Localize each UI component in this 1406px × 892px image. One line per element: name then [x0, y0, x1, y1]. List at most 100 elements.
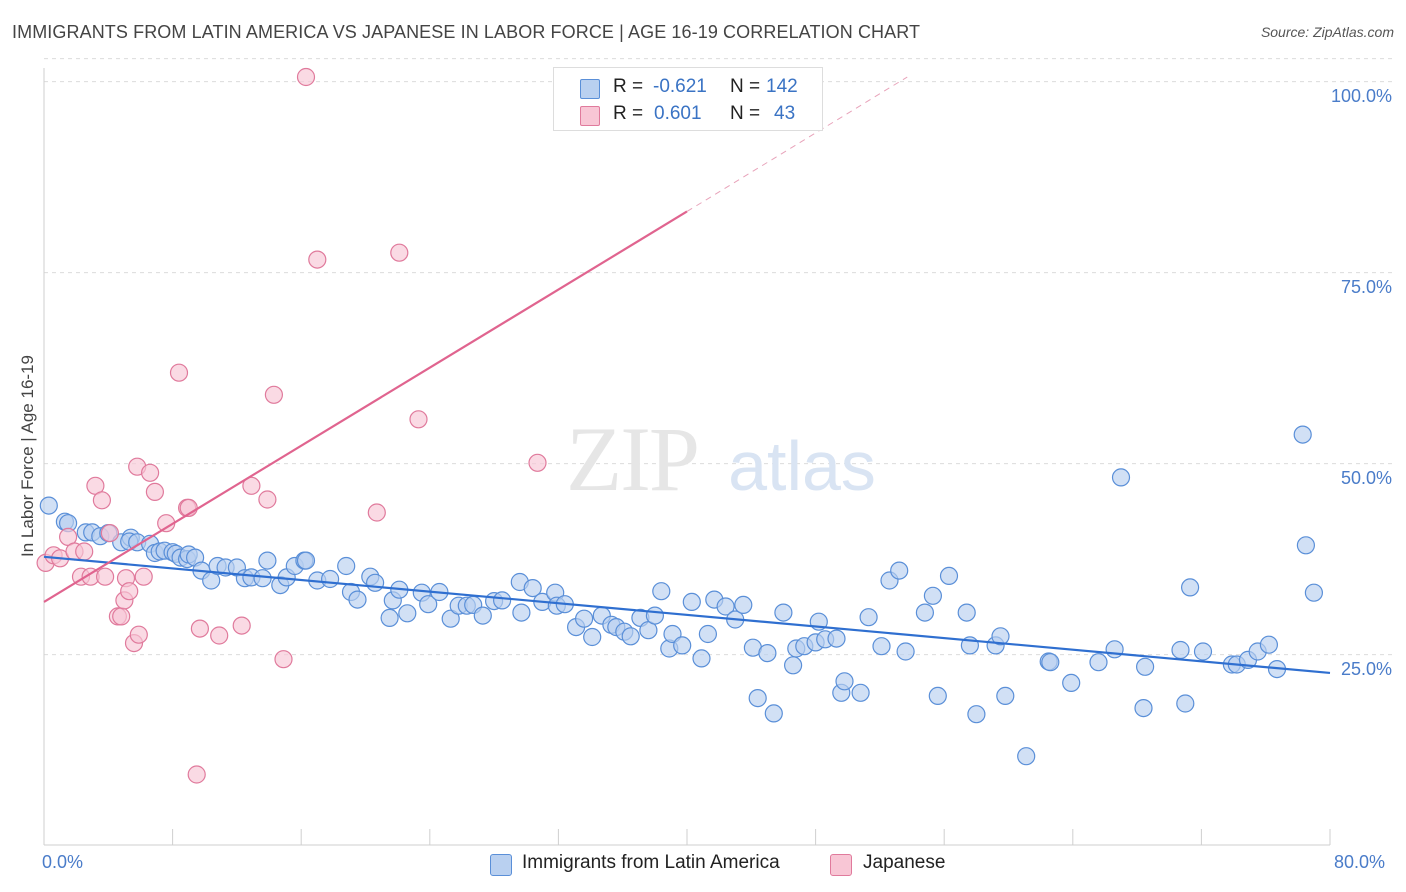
- data-point: [890, 561, 909, 580]
- y-tick-label: 100.0%: [1330, 86, 1392, 106]
- watermark-atlas: atlas: [728, 427, 876, 505]
- data-point: [190, 619, 209, 638]
- legend-n-value: 142: [766, 76, 798, 97]
- data-point: [473, 606, 492, 625]
- data-point: [366, 573, 385, 592]
- data-point: [145, 482, 164, 501]
- legend-swatch: [580, 106, 600, 126]
- data-point: [928, 686, 947, 706]
- legend-label: Immigrants from Latin America: [522, 852, 780, 873]
- source-label: Source: ZipAtlas.com: [1260, 24, 1394, 40]
- legend-label: Japanese: [863, 852, 946, 873]
- data-point: [896, 642, 915, 661]
- data-point: [991, 627, 1010, 646]
- data-point: [1089, 653, 1108, 672]
- data-point: [859, 608, 878, 627]
- data-point: [652, 582, 671, 601]
- data-point: [39, 496, 58, 515]
- data-point: [348, 590, 367, 609]
- data-point: [872, 637, 891, 656]
- data-point: [923, 586, 943, 605]
- data-point: [274, 650, 293, 669]
- watermark-zip: ZIP: [566, 408, 698, 510]
- legend-row-immigrants: R = -0.621 N = 142: [554, 73, 822, 101]
- data-point: [134, 567, 153, 586]
- series-japanese: [36, 67, 547, 784]
- data-point: [996, 686, 1015, 706]
- gridlines: [44, 58, 1392, 656]
- data-point: [112, 607, 131, 626]
- data-point: [232, 616, 251, 635]
- data-point: [253, 569, 272, 588]
- legend-r-label: R =: [613, 103, 644, 124]
- data-point: [441, 609, 460, 628]
- data-point: [95, 567, 115, 586]
- data-point: [1134, 698, 1153, 718]
- chart-title: IMMIGRANTS FROM LATIN AMERICA VS JAPANES…: [12, 22, 921, 42]
- trend-lines: [43, 76, 1331, 675]
- data-point: [939, 566, 959, 586]
- data-point: [645, 606, 665, 625]
- data-point: [1180, 578, 1200, 597]
- data-point: [308, 250, 327, 269]
- data-point: [774, 603, 793, 622]
- data-point: [100, 523, 120, 543]
- data-point: [419, 595, 438, 614]
- data-point: [493, 591, 512, 610]
- data-point: [957, 603, 976, 622]
- data-point: [390, 243, 409, 262]
- data-point: [242, 476, 261, 495]
- data-point: [1259, 635, 1279, 654]
- data-point: [758, 643, 777, 663]
- data-point: [1041, 653, 1060, 672]
- y-tick-label: 75.0%: [1340, 277, 1392, 297]
- data-point: [835, 672, 854, 691]
- data-point: [337, 556, 356, 576]
- data-point: [367, 503, 386, 522]
- data-point: [258, 551, 277, 570]
- data-point: [169, 363, 189, 382]
- data-point: [1304, 583, 1324, 602]
- data-point: [92, 491, 112, 510]
- data-point: [380, 608, 399, 628]
- data-point: [398, 604, 417, 623]
- y-tick-label: 50.0%: [1340, 468, 1392, 488]
- legend-r-value: -0.621: [653, 76, 707, 97]
- data-point: [716, 597, 735, 616]
- legend-swatch: [830, 854, 852, 876]
- data-point: [523, 578, 542, 598]
- data-point: [75, 542, 94, 561]
- data-point: [1296, 536, 1316, 555]
- data-point: [692, 649, 711, 668]
- watermark: ZIP atlas: [566, 408, 876, 510]
- data-point: [258, 490, 277, 509]
- data-point: [1111, 468, 1131, 487]
- data-point: [764, 704, 783, 723]
- data-point: [1135, 657, 1155, 676]
- data-point: [1062, 673, 1081, 693]
- legend-row-japanese: R = 0.601 N = 43: [554, 100, 822, 128]
- data-point: [851, 683, 870, 702]
- data-point: [827, 629, 846, 648]
- x-tick-label: 80.0%: [1334, 852, 1386, 872]
- stats-legend: R = -0.621 N = 142 R = 0.601 N = 43: [553, 67, 823, 131]
- data-point: [321, 569, 340, 589]
- axes: [43, 68, 1331, 846]
- data-point: [673, 636, 692, 655]
- x-tick-label: 0.0%: [42, 852, 84, 872]
- data-point: [264, 385, 283, 404]
- legend-r-label: R =: [613, 76, 644, 97]
- data-point: [574, 609, 594, 628]
- data-point: [210, 626, 229, 645]
- data-point: [1105, 640, 1124, 659]
- data-point: [621, 627, 640, 646]
- data-point: [1176, 694, 1195, 713]
- data-point: [734, 595, 753, 615]
- data-point: [512, 603, 531, 622]
- data-point: [296, 551, 316, 570]
- legend-swatch: [580, 79, 600, 99]
- data-point: [748, 688, 767, 708]
- data-point: [129, 625, 148, 644]
- data-point: [583, 627, 602, 647]
